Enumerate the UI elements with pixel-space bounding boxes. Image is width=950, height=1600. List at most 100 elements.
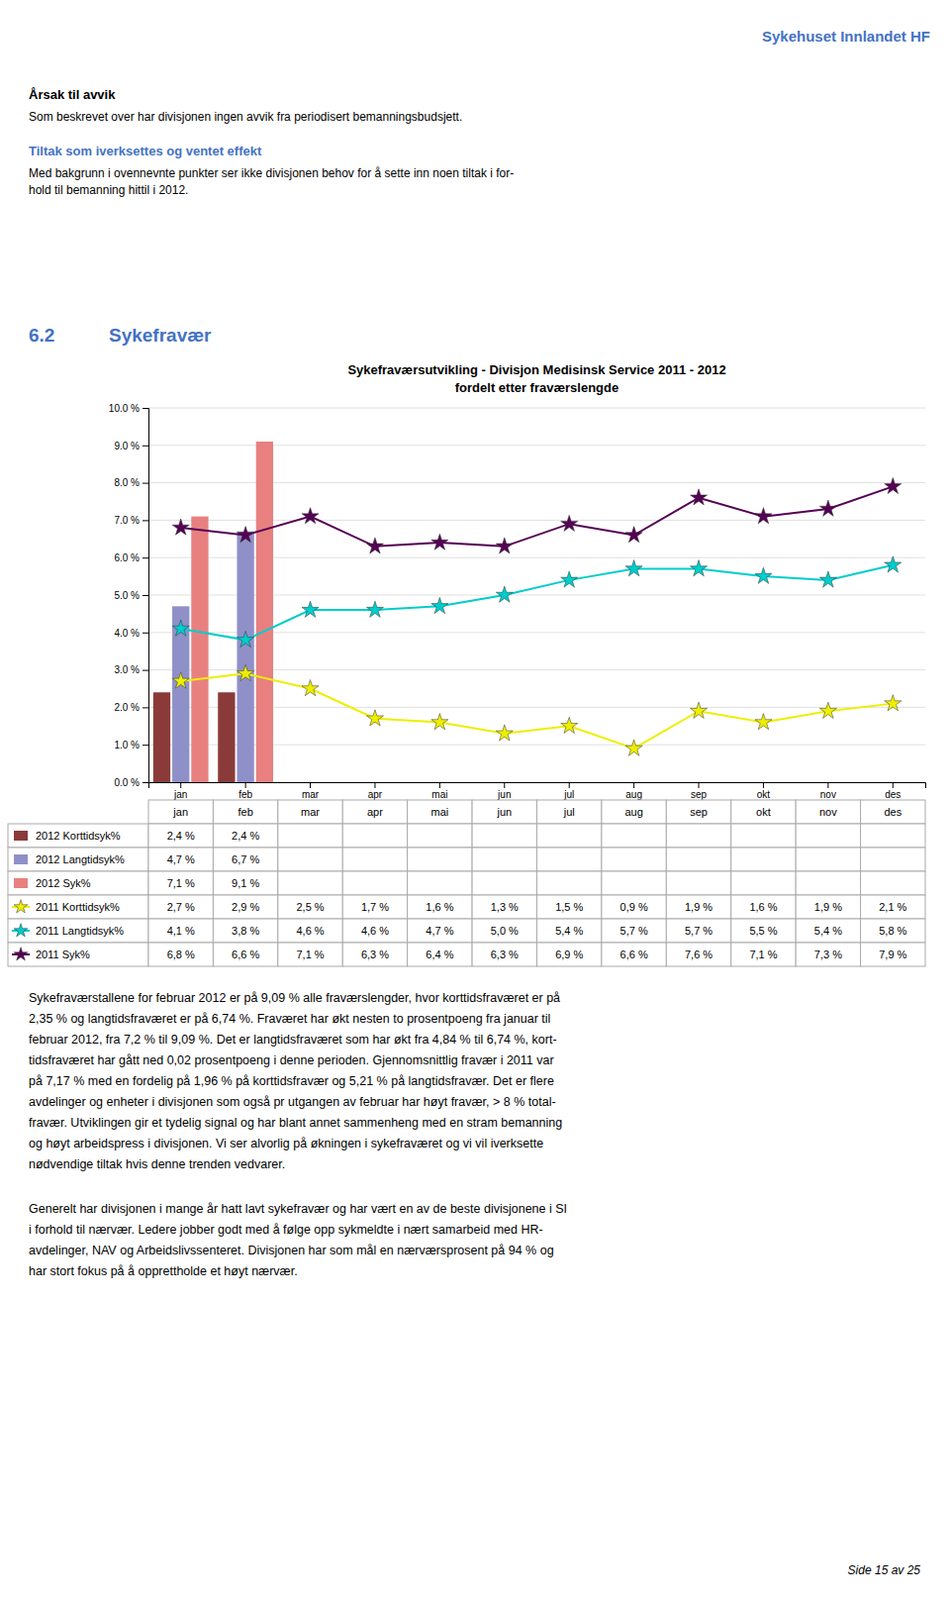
marker	[819, 570, 837, 587]
body-text: har stort fokus på å opprettholde et høy…	[28, 1263, 298, 1278]
legend-cell	[7, 918, 149, 943]
table-cell	[731, 942, 796, 966]
legend-swatch	[13, 830, 28, 841]
table-cell	[537, 942, 602, 966]
grid-line	[148, 407, 926, 409]
table-value: 5,5 %	[749, 924, 777, 937]
footer: Side 15 av 25	[848, 1562, 922, 1577]
table-cell	[342, 918, 407, 943]
table-value: 6,8 %	[167, 948, 195, 960]
legend-cell	[7, 942, 149, 966]
y-tick-mark	[142, 781, 149, 783]
marker	[301, 679, 319, 696]
y-tick-mark	[142, 744, 149, 746]
marker	[237, 664, 255, 680]
chart-subtitle: fordelt etter fraværslengde	[455, 380, 619, 395]
bar	[172, 605, 190, 782]
x-tick: mar	[301, 781, 320, 800]
table-cell	[860, 847, 926, 871]
table-cell	[795, 918, 860, 943]
y-tick-label: 4.0 %	[113, 627, 140, 639]
marker	[561, 716, 578, 733]
y-tick: 1.0 %	[113, 739, 149, 751]
body-text: nødvendige tiltak hvis denne trenden ved…	[28, 1156, 285, 1171]
x-tick-mark	[633, 781, 635, 788]
line	[181, 672, 894, 749]
x-axis-line	[149, 782, 927, 789]
y-tick-mark	[142, 519, 149, 521]
table-cell	[342, 799, 407, 824]
table-cell	[601, 870, 666, 895]
marker	[561, 514, 578, 531]
table-cell	[407, 799, 473, 824]
table-header: feb	[237, 805, 253, 818]
table-value: 4,1 %	[167, 924, 195, 937]
body-text: Sykefraværstallene for februar 2012 er p…	[28, 990, 561, 1005]
y-tick-label: 1.0 %	[113, 739, 140, 751]
bar	[236, 531, 254, 782]
marker	[237, 526, 255, 543]
line-series	[172, 556, 902, 648]
legend-label: 2012 Korttidsyk%	[35, 829, 121, 842]
y-tick-label: 8.0 %	[113, 476, 140, 488]
table-cell	[537, 847, 602, 871]
table-cell	[860, 894, 926, 919]
x-tick-label: aug	[625, 788, 643, 800]
table-cell	[342, 894, 407, 919]
table-cell	[278, 894, 343, 919]
legend-swatch	[13, 854, 28, 864]
x-tick-label: okt	[757, 788, 771, 800]
y-tick-label: 9.0 %	[113, 440, 140, 452]
marker	[625, 739, 643, 756]
x-tick-label: apr	[368, 788, 383, 800]
table-cell	[407, 942, 473, 966]
table-cell	[472, 918, 537, 943]
marker	[366, 709, 383, 726]
table-value: 5,8 %	[878, 924, 907, 937]
table-cell	[601, 799, 666, 824]
table-cell	[212, 918, 278, 943]
table-value: 1,7 %	[361, 900, 389, 913]
table-cell	[731, 799, 796, 824]
section-heading: Tiltak som iverksettes og ventet effekt	[28, 143, 263, 159]
table-value: 2,1 %	[878, 900, 907, 913]
line	[181, 565, 894, 641]
table-value: 3,8 %	[231, 924, 260, 937]
marker	[431, 596, 449, 613]
y-tick: 7.0 %	[113, 514, 149, 526]
page: Sykehuset Innlandet HFÅrsak til avvikSom…	[0, 0, 950, 1600]
table-cell	[601, 847, 666, 871]
table-value: 1,5 %	[555, 900, 583, 913]
bar	[153, 691, 171, 782]
grid	[148, 407, 926, 782]
table-cell	[148, 799, 213, 824]
table-cell	[665, 799, 731, 824]
x-tick: jun	[496, 781, 511, 800]
y-tick-label: 5.0 %	[113, 589, 140, 601]
table-header: aug	[624, 805, 643, 818]
table-cell	[665, 870, 731, 895]
x-tick: aug	[625, 781, 643, 800]
table-value: 6,6 %	[620, 948, 649, 960]
legend-cell	[7, 894, 149, 919]
table-cell	[731, 918, 796, 943]
table-value: 7,3 %	[814, 948, 843, 960]
x-tick-label: jul	[563, 788, 574, 800]
bar	[190, 516, 208, 782]
y-tick: 4.0 %	[113, 627, 149, 639]
x-tick-label: mai	[431, 788, 448, 800]
section-text: Som beskrevet over har divisjonen ingen …	[28, 109, 463, 124]
marker	[366, 600, 383, 617]
table-cell	[537, 894, 602, 919]
table-header: sep	[689, 805, 708, 818]
table-cell	[278, 918, 343, 943]
x-tick-mark	[569, 781, 570, 788]
table-cell	[795, 823, 860, 848]
table-cell	[278, 870, 343, 895]
marker	[690, 560, 708, 576]
table-cell	[407, 894, 473, 919]
y-tick-label: 10.0 %	[108, 402, 140, 414]
table-cell	[665, 942, 731, 966]
x-tick: des	[884, 781, 901, 800]
marker	[301, 600, 319, 617]
